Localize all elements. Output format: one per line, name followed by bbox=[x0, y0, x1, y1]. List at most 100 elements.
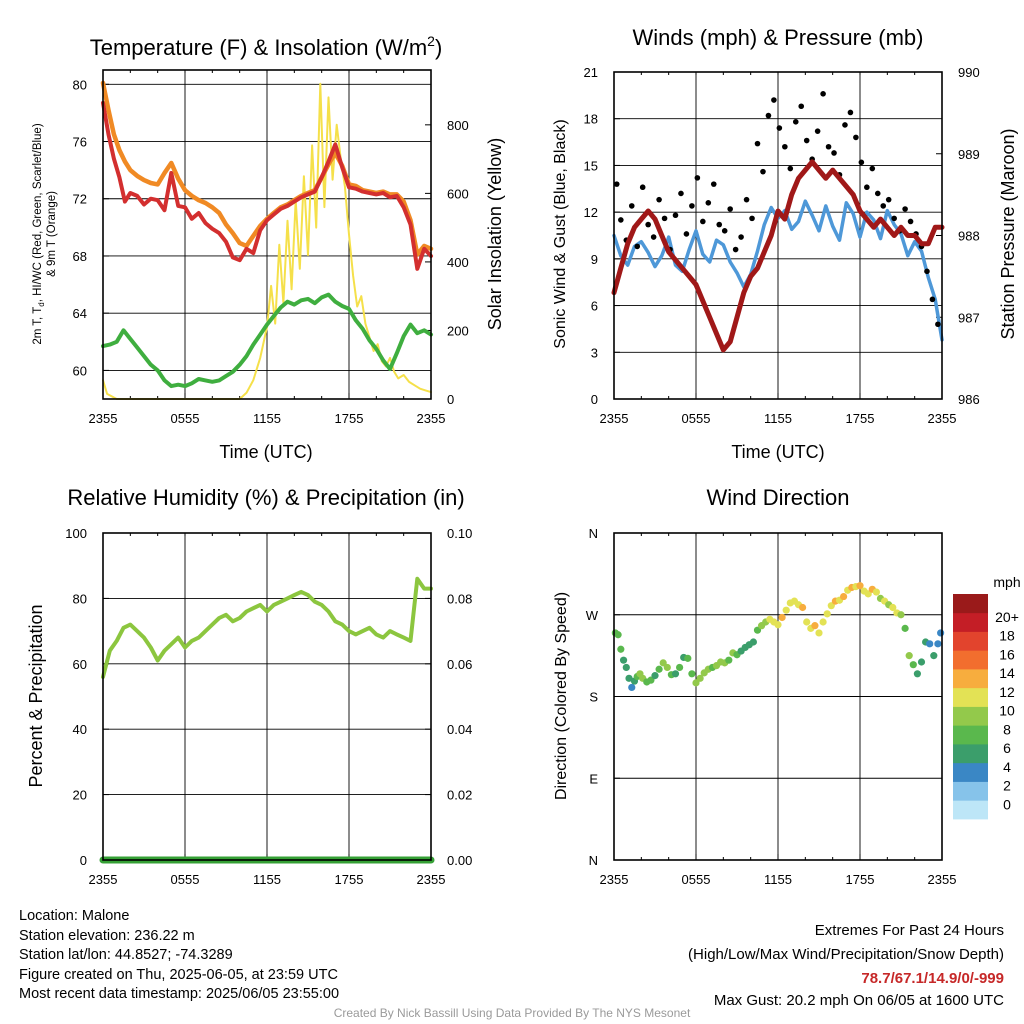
temp-panel-title: Temperature (F) & Insolation (W/m2) bbox=[90, 33, 443, 60]
wind-xtick-label: 2355 bbox=[928, 411, 957, 426]
colorbar-swatch bbox=[953, 800, 988, 820]
wind-xtick-label: 1155 bbox=[764, 411, 792, 426]
direction-point bbox=[930, 652, 938, 660]
colorbar-label: 8 bbox=[1003, 721, 1011, 737]
gust-point bbox=[628, 203, 635, 209]
temp-xtick-label: 2355 bbox=[89, 411, 118, 426]
rh-xtick-label: 0555 bbox=[171, 872, 200, 887]
gust-point bbox=[814, 128, 821, 134]
dir-xtick-label: 1755 bbox=[846, 872, 875, 887]
dir-ylabel: Direction (Colored By Speed) bbox=[553, 592, 570, 800]
colorbar-swatch bbox=[953, 612, 988, 632]
speed-colorbar: mph 0 2 4 6 8 10 12 14 16 18 20+ bbox=[953, 574, 1021, 820]
gust-point bbox=[639, 184, 646, 191]
temp-xtick-label: 2355 bbox=[417, 411, 446, 426]
recent-timestamp: Most recent data timestamp: 2025/06/05 2… bbox=[19, 986, 340, 1003]
direction-point bbox=[934, 640, 942, 648]
direction-point bbox=[889, 603, 897, 612]
wind-ytick-label: 9 bbox=[591, 252, 598, 267]
colorbar-label: 10 bbox=[999, 703, 1015, 719]
rh-ytick-label: 100 bbox=[65, 526, 87, 541]
direction-point bbox=[913, 670, 922, 678]
direction-point bbox=[815, 629, 823, 637]
colorbar-label: 16 bbox=[999, 646, 1015, 662]
colorbar-swatch bbox=[953, 631, 988, 651]
gust-point bbox=[716, 221, 723, 228]
dir-xtick-label: 0555 bbox=[682, 872, 711, 887]
dir-ytick-label: W bbox=[586, 608, 599, 623]
direction-point bbox=[725, 656, 733, 664]
dir-ytick-label: N bbox=[589, 526, 598, 541]
wind-ytick-label: 15 bbox=[584, 158, 598, 173]
rh-ytick-label: 0 bbox=[80, 853, 87, 868]
gust-point bbox=[683, 231, 690, 237]
gust-point bbox=[672, 212, 679, 219]
colorbar-swatch bbox=[953, 744, 988, 764]
gust-point bbox=[678, 190, 684, 197]
colorbar-swatch bbox=[953, 781, 988, 801]
direction-point bbox=[663, 663, 671, 672]
direction-point bbox=[909, 661, 917, 669]
direction-point bbox=[782, 606, 790, 614]
temp-y2label: Solar Insolation (Yellow) bbox=[485, 138, 505, 330]
rh-panel-title: Relative Humidity (%) & Precipitation (i… bbox=[67, 485, 464, 510]
wind-ytick-label: 0 bbox=[591, 392, 598, 407]
direction-point bbox=[819, 618, 827, 626]
wind-ytick-label: 6 bbox=[591, 299, 598, 314]
wind-y2tick-label: 987 bbox=[958, 310, 980, 325]
colorbar-swatch bbox=[953, 650, 988, 670]
gust-point bbox=[738, 234, 744, 240]
rh-y2tick-label: 0.08 bbox=[447, 591, 472, 606]
temp-ylabel-line2: & 9m T (Orange) bbox=[46, 191, 58, 277]
direction-point bbox=[897, 611, 905, 619]
temp-y2tick-label: 600 bbox=[447, 186, 469, 201]
gust-point bbox=[864, 184, 870, 191]
temp-ytick-label: 80 bbox=[73, 77, 87, 92]
temp-ytick-label: 72 bbox=[73, 192, 87, 207]
dewpoint-line bbox=[101, 292, 433, 389]
extremes-title: Extremes For Past 24 Hours bbox=[814, 922, 1004, 939]
gust-point bbox=[798, 103, 805, 110]
wind-ytick-label: 12 bbox=[584, 205, 598, 220]
gust-point bbox=[885, 196, 892, 203]
colorbar-swatch bbox=[953, 687, 988, 707]
gust-point bbox=[771, 97, 777, 103]
direction-point bbox=[926, 640, 934, 648]
temp-ytick-label: 60 bbox=[73, 363, 87, 378]
direction-point bbox=[901, 624, 909, 632]
dir-xtick-label: 2355 bbox=[600, 872, 629, 887]
wind-y2label: Station Pressure (Maroon) bbox=[998, 128, 1018, 339]
gust-point bbox=[935, 321, 941, 328]
colorbar-label: 2 bbox=[1003, 778, 1011, 794]
temp-2m-line bbox=[101, 100, 433, 271]
gust-point bbox=[803, 137, 810, 144]
wind-y2tick-label: 990 bbox=[958, 65, 980, 80]
gust-point bbox=[732, 246, 739, 253]
direction-point bbox=[778, 613, 786, 622]
wind-panel-title: Winds (mph) & Pressure (mb) bbox=[633, 25, 924, 50]
gust-point bbox=[880, 203, 887, 209]
dir-panel-title: Wind Direction bbox=[706, 485, 849, 510]
direction-point bbox=[651, 672, 659, 680]
rh-ytick-label: 60 bbox=[73, 657, 87, 672]
rh-line bbox=[101, 576, 433, 679]
temp-xtick-label: 0555 bbox=[171, 411, 200, 426]
direction-point bbox=[799, 603, 807, 612]
direction-point bbox=[803, 618, 811, 626]
rh-xtick-label: 2355 bbox=[417, 872, 446, 887]
temp-y2tick-label: 0 bbox=[447, 392, 454, 407]
meteogram-figure: Temperature (F) & Insolation (W/m2) Wind… bbox=[26, 25, 1021, 887]
temp-ytick-label: 68 bbox=[73, 249, 87, 264]
gust-point bbox=[847, 109, 854, 116]
gust-point bbox=[792, 119, 799, 125]
temp-y2tick-label: 400 bbox=[447, 255, 469, 270]
wind-xlabel: Time (UTC) bbox=[731, 442, 824, 462]
rh-y2tick-label: 0.02 bbox=[447, 788, 472, 803]
rh-y2tick-label: 0.04 bbox=[447, 722, 472, 737]
colorbar-swatch bbox=[953, 706, 988, 726]
wind-ylabel: Sonic Wind & Gust (Blue, Black) bbox=[552, 119, 569, 348]
gust-point bbox=[820, 91, 826, 97]
gust-point bbox=[710, 181, 717, 187]
dir-ytick-label: E bbox=[589, 771, 598, 786]
gust-point bbox=[749, 215, 755, 222]
